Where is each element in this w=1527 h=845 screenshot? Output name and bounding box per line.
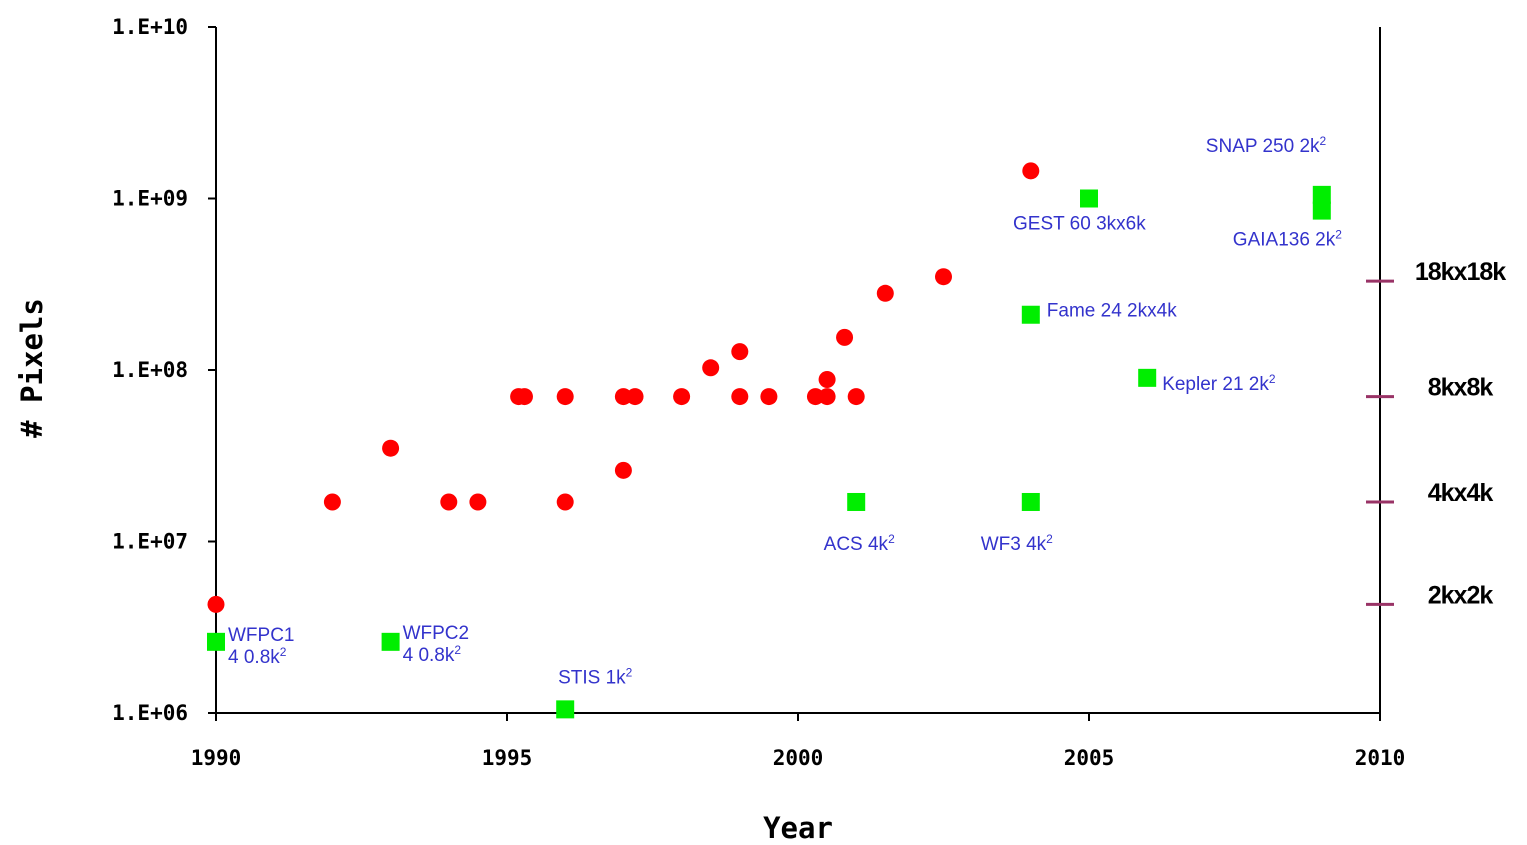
red-point: [515, 388, 533, 406]
x-tick-label: 1990: [191, 746, 242, 770]
red-point: [731, 388, 749, 406]
red-point: [382, 439, 400, 457]
red-point: [760, 388, 778, 406]
y-tick-label: 1.E+07: [112, 530, 188, 554]
red-point: [440, 493, 458, 511]
annotation-wf3: WF3 4k2: [981, 532, 1053, 555]
right-axis: 18kx18k 8kx8k 4kx4k 2kx2k: [1366, 258, 1507, 609]
right-axis-label: 8kx8k: [1428, 374, 1494, 402]
green-point: [1138, 368, 1157, 387]
annotation-snap: SNAP 250 2k2: [1206, 134, 1327, 157]
red-point: [323, 493, 341, 511]
red-point: [818, 371, 836, 389]
red-point: [469, 493, 487, 511]
annotation-fame: Fame 24 2kx4k: [1047, 301, 1177, 322]
red-point: [818, 388, 836, 406]
annotation-acs: ACS 4k2: [824, 532, 895, 555]
right-axis-label: 4kx4k: [1428, 479, 1494, 507]
red-point: [1022, 162, 1040, 180]
green-point: [1080, 189, 1098, 208]
green-point: [847, 492, 866, 511]
annotation-wfpc2: WFPC2: [403, 623, 470, 644]
green-point: [381, 632, 400, 651]
x-tick-label: 2010: [1355, 746, 1406, 770]
red-point: [836, 328, 854, 346]
annotation-stis: STIS 1k2: [558, 665, 633, 688]
y-tick-label: 1.E+06: [112, 701, 188, 725]
y-tick-label: 1.E+09: [112, 187, 188, 211]
green-point: [207, 632, 225, 651]
red-point: [935, 268, 952, 286]
red-point: [626, 388, 644, 406]
red-point: [556, 388, 574, 406]
annotation-gest: GEST 60 3kx6k: [1013, 214, 1146, 235]
data-marks: [207, 162, 1331, 719]
annotation-gaia: GAIA136 2k2: [1233, 228, 1342, 251]
red-point: [847, 388, 865, 406]
annotation-wfpc1: WFPC1: [228, 625, 295, 646]
red-point: [806, 388, 824, 406]
red-point: [614, 388, 632, 406]
y-axis-title: # Pixels: [15, 298, 49, 438]
red-point: [673, 388, 691, 406]
green-point: [1312, 185, 1331, 204]
red-point: [876, 284, 894, 302]
red-point: [556, 493, 574, 511]
x-axis-title: Year: [763, 811, 833, 845]
x-tick-label: 2005: [1064, 746, 1115, 770]
right-axis-label: 18kx18k: [1415, 258, 1506, 286]
axes: 1.E+06 1.E+07 1.E+08 1.E+09 1.E+10 1990 1995 20…: [112, 15, 1405, 770]
green-point: [1021, 492, 1040, 511]
annotation-wfpc2: 4 0.8k2: [403, 643, 462, 666]
green-point: [1312, 201, 1331, 220]
green-point: [1021, 305, 1040, 324]
red-point: [702, 359, 720, 377]
x-tick-label: 1995: [482, 746, 533, 770]
annotation-wfpc1: 4 0.8k2: [228, 645, 287, 668]
red-point: [731, 343, 749, 361]
red-point: [614, 461, 632, 479]
green-point: [556, 700, 575, 719]
y-tick-label: 1.E+08: [112, 358, 188, 382]
y-tick-label: 1.E+10: [112, 15, 188, 39]
right-axis-label: 2kx2k: [1428, 581, 1494, 609]
red-point: [207, 595, 225, 613]
annotation-kepler: Kepler 21 2k2: [1162, 372, 1276, 395]
x-tick-label: 2000: [773, 746, 824, 770]
